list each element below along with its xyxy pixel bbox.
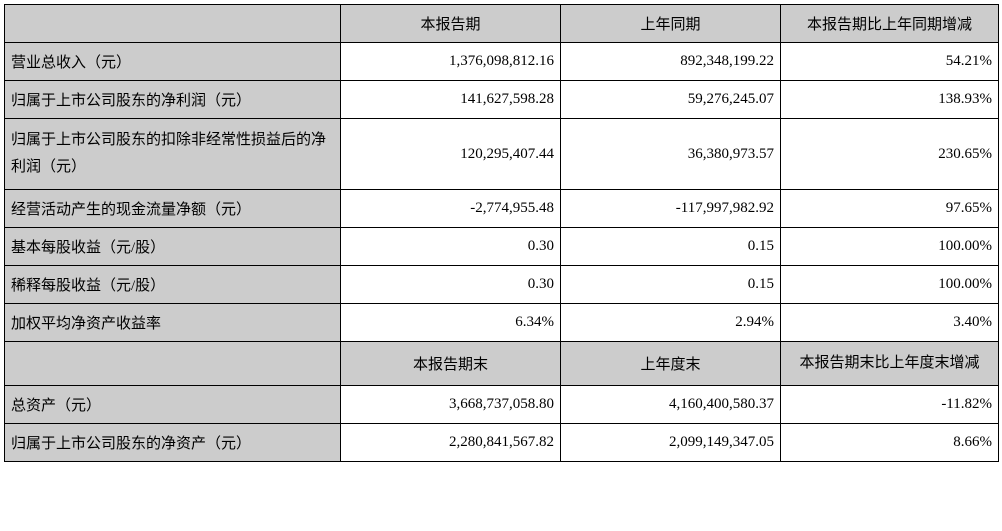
row-value-current: 0.30	[341, 266, 561, 304]
row-value-current: 2,280,841,567.82	[341, 424, 561, 462]
row-value-prior: -117,997,982.92	[561, 190, 781, 228]
table-row: 归属于上市公司股东的净利润（元） 141,627,598.28 59,276,2…	[5, 81, 999, 119]
table-row: 稀释每股收益（元/股） 0.30 0.15 100.00%	[5, 266, 999, 304]
header-change: 本报告期比上年同期增减	[781, 5, 999, 43]
header-row-2: 本报告期末 上年度末 本报告期末比上年度末增减	[5, 342, 999, 386]
row-value-current: 6.34%	[341, 304, 561, 342]
table-row: 归属于上市公司股东的扣除非经常性损益后的净利润（元） 120,295,407.4…	[5, 119, 999, 190]
row-value-change: 54.21%	[781, 43, 999, 81]
row-value-current: 1,376,098,812.16	[341, 43, 561, 81]
row-value-change: -11.82%	[781, 386, 999, 424]
row-value-prior: 36,380,973.57	[561, 119, 781, 190]
row-value-prior: 59,276,245.07	[561, 81, 781, 119]
row-value-change: 97.65%	[781, 190, 999, 228]
row-value-prior: 2.94%	[561, 304, 781, 342]
row-value-current: 141,627,598.28	[341, 81, 561, 119]
row-value-prior: 892,348,199.22	[561, 43, 781, 81]
header-change-2: 本报告期末比上年度末增减	[781, 342, 999, 386]
header-year-end: 上年度末	[561, 342, 781, 386]
header-period-end: 本报告期末	[341, 342, 561, 386]
header-prior-period: 上年同期	[561, 5, 781, 43]
row-value-change: 230.65%	[781, 119, 999, 190]
row-label: 归属于上市公司股东的扣除非经常性损益后的净利润（元）	[5, 119, 341, 190]
table-row: 总资产（元） 3,668,737,058.80 4,160,400,580.37…	[5, 386, 999, 424]
row-value-prior: 2,099,149,347.05	[561, 424, 781, 462]
row-value-current: 120,295,407.44	[341, 119, 561, 190]
row-value-prior: 0.15	[561, 266, 781, 304]
table-row: 基本每股收益（元/股） 0.30 0.15 100.00%	[5, 228, 999, 266]
table-row: 营业总收入（元） 1,376,098,812.16 892,348,199.22…	[5, 43, 999, 81]
row-value-prior: 4,160,400,580.37	[561, 386, 781, 424]
row-label: 稀释每股收益（元/股）	[5, 266, 341, 304]
row-value-change: 8.66%	[781, 424, 999, 462]
table-row: 归属于上市公司股东的净资产（元） 2,280,841,567.82 2,099,…	[5, 424, 999, 462]
row-value-change: 3.40%	[781, 304, 999, 342]
financial-table: 本报告期 上年同期 本报告期比上年同期增减 营业总收入（元） 1,376,098…	[4, 4, 999, 462]
table-body: 本报告期 上年同期 本报告期比上年同期增减 营业总收入（元） 1,376,098…	[5, 5, 999, 462]
header-blank	[5, 5, 341, 43]
header-blank-2	[5, 342, 341, 386]
table-row: 加权平均净资产收益率 6.34% 2.94% 3.40%	[5, 304, 999, 342]
row-label: 总资产（元）	[5, 386, 341, 424]
table-row: 经营活动产生的现金流量净额（元） -2,774,955.48 -117,997,…	[5, 190, 999, 228]
row-value-change: 138.93%	[781, 81, 999, 119]
row-label: 归属于上市公司股东的净利润（元）	[5, 81, 341, 119]
row-value-change: 100.00%	[781, 228, 999, 266]
row-value-current: 3,668,737,058.80	[341, 386, 561, 424]
header-current-period: 本报告期	[341, 5, 561, 43]
row-label: 基本每股收益（元/股）	[5, 228, 341, 266]
row-value-prior: 0.15	[561, 228, 781, 266]
header-row-1: 本报告期 上年同期 本报告期比上年同期增减	[5, 5, 999, 43]
row-value-current: -2,774,955.48	[341, 190, 561, 228]
row-label: 营业总收入（元）	[5, 43, 341, 81]
row-value-current: 0.30	[341, 228, 561, 266]
row-value-change: 100.00%	[781, 266, 999, 304]
row-label: 加权平均净资产收益率	[5, 304, 341, 342]
row-label: 归属于上市公司股东的净资产（元）	[5, 424, 341, 462]
row-label: 经营活动产生的现金流量净额（元）	[5, 190, 341, 228]
